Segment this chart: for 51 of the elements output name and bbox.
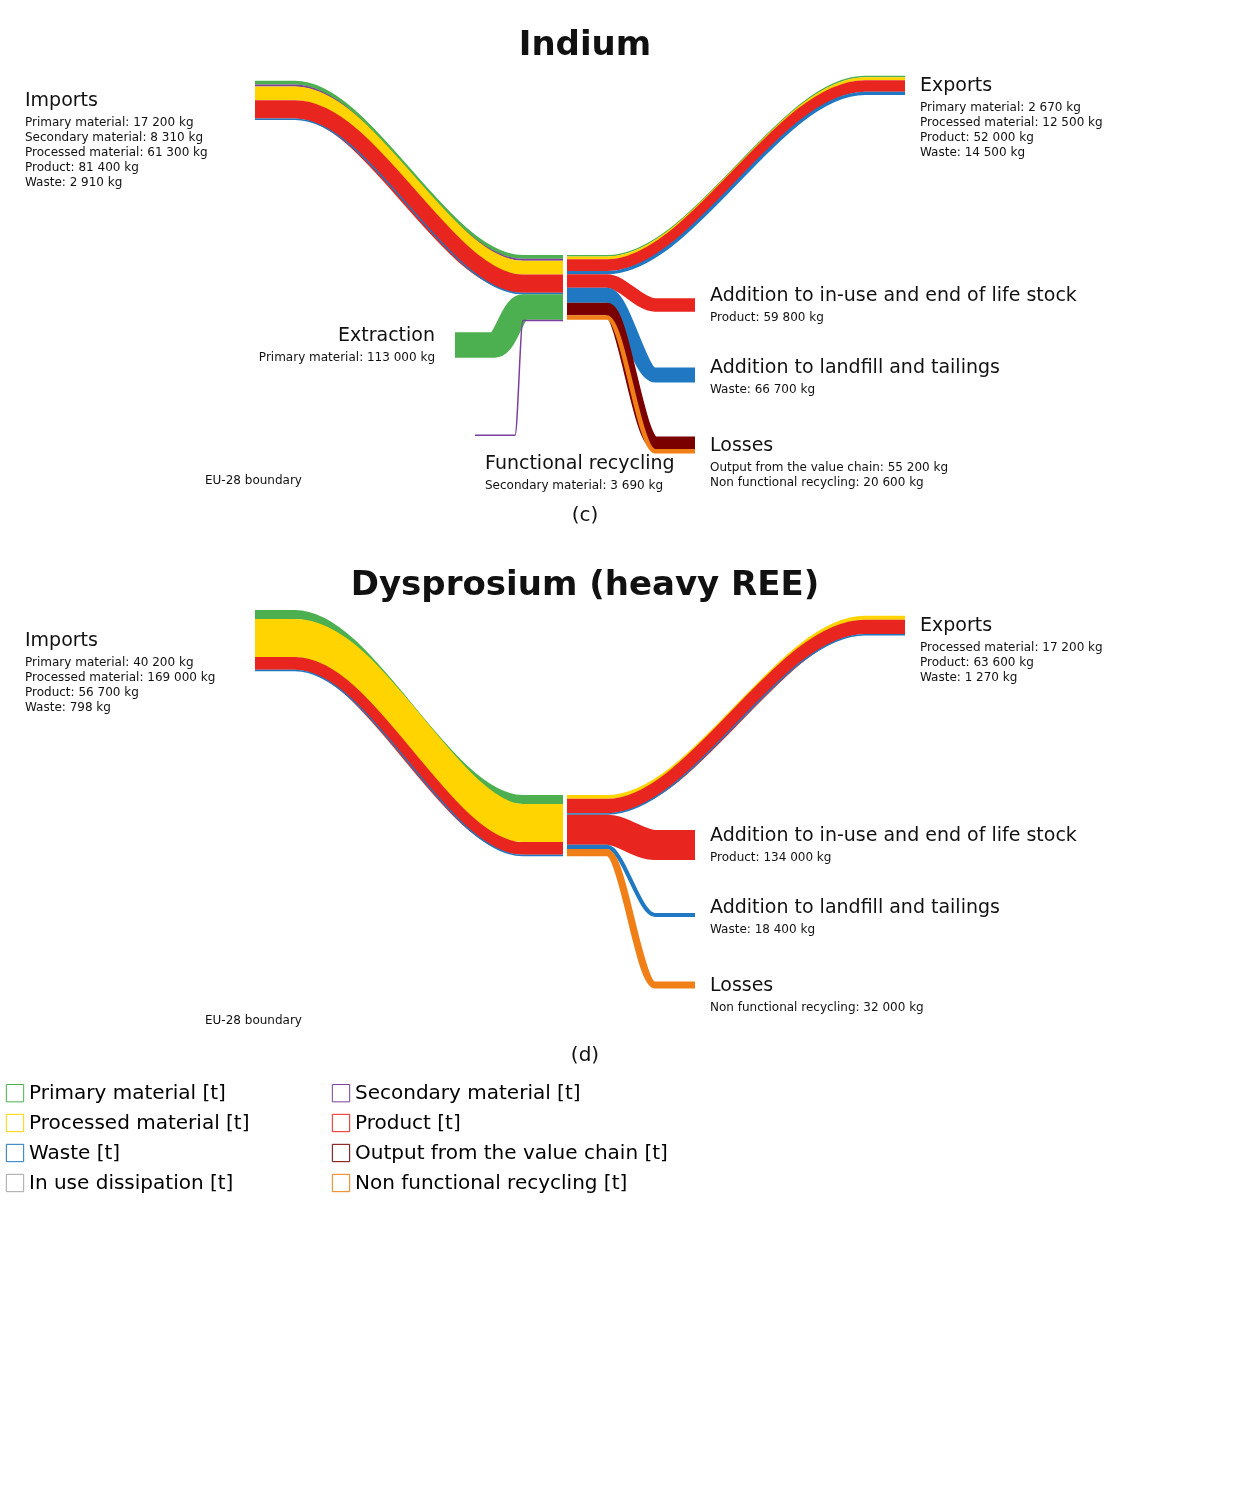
data-label: Secondary material: 3 690 kg — [485, 478, 664, 492]
category-label: Exports — [920, 613, 993, 635]
data-label: Primary material: 17 200 kg — [25, 115, 194, 129]
category-label: Imports — [25, 88, 98, 110]
category-label: Addition to landfill and tailings — [710, 895, 1000, 917]
data-label: Primary material: 40 200 kg — [25, 655, 194, 669]
data-label: Product: 63 600 kg — [920, 655, 1034, 669]
data-label: Waste: 18 400 kg — [710, 922, 816, 936]
data-label: Primary material: 2 670 kg — [920, 100, 1081, 114]
data-label: Product: 134 000 kg — [710, 850, 832, 864]
data-label: Processed material: 169 000 kg — [25, 670, 216, 684]
category-label: Losses — [710, 973, 774, 995]
data-label: Product: 56 700 kg — [25, 685, 139, 699]
legend-label: Primary material [t] — [29, 1080, 226, 1105]
data-label: Processed material: 17 200 kg — [920, 640, 1103, 654]
text: EU-28 boundary — [205, 473, 302, 487]
category-label: Functional recycling — [485, 451, 675, 473]
text: (d) — [570, 1042, 600, 1066]
data-label: Non functional recycling: 32 000 kg — [710, 1000, 924, 1014]
text: Dysprosium (heavy REE) — [350, 563, 820, 603]
legend-label: Waste [t] — [29, 1140, 121, 1164]
data-label: Output from the value chain: 55 200 kg — [710, 460, 949, 474]
legend-label: Non functional recycling [t] — [355, 1170, 628, 1194]
data-label: Waste: 2 910 kg — [25, 175, 123, 189]
legend-label: Secondary material [t] — [355, 1080, 581, 1105]
data-label: Primary material: 113 000 kg — [258, 350, 435, 364]
data-label: Product: 52 000 kg — [920, 130, 1034, 144]
category-label: Addition to in-use and end of life stock — [710, 283, 1077, 305]
legend-label: Product [t] — [355, 1110, 461, 1134]
data-label: Processed material: 61 300 kg — [25, 145, 208, 159]
data-label: Waste: 14 500 kg — [920, 145, 1026, 159]
category-label: Exports — [920, 73, 993, 95]
text: EU-28 boundary — [205, 1013, 302, 1027]
data-label: Waste: 66 700 kg — [710, 382, 816, 396]
legend-label: Processed material [t] — [29, 1110, 250, 1134]
data-label: Secondary material: 8 310 kg — [25, 130, 204, 144]
category-label: Addition to in-use and end of life stock — [710, 823, 1077, 845]
data-label: Product: 59 800 kg — [710, 310, 824, 324]
data-label: Waste: 1 270 kg — [920, 670, 1018, 684]
data-label: Product: 81 400 kg — [25, 160, 139, 174]
category-label: Extraction — [338, 323, 435, 345]
data-label: Waste: 798 kg — [25, 700, 111, 714]
category-label: Addition to landfill and tailings — [710, 355, 1000, 377]
text: Indium — [518, 23, 652, 63]
data-label: Processed material: 12 500 kg — [920, 115, 1103, 129]
category-label: Losses — [710, 433, 774, 455]
legend-label: In use dissipation [t] — [29, 1170, 234, 1194]
text: (c) — [571, 502, 599, 526]
category-label: Imports — [25, 628, 98, 650]
legend-label: Output from the value chain [t] — [355, 1140, 668, 1164]
data-label: Non functional recycling: 20 600 kg — [710, 475, 924, 489]
